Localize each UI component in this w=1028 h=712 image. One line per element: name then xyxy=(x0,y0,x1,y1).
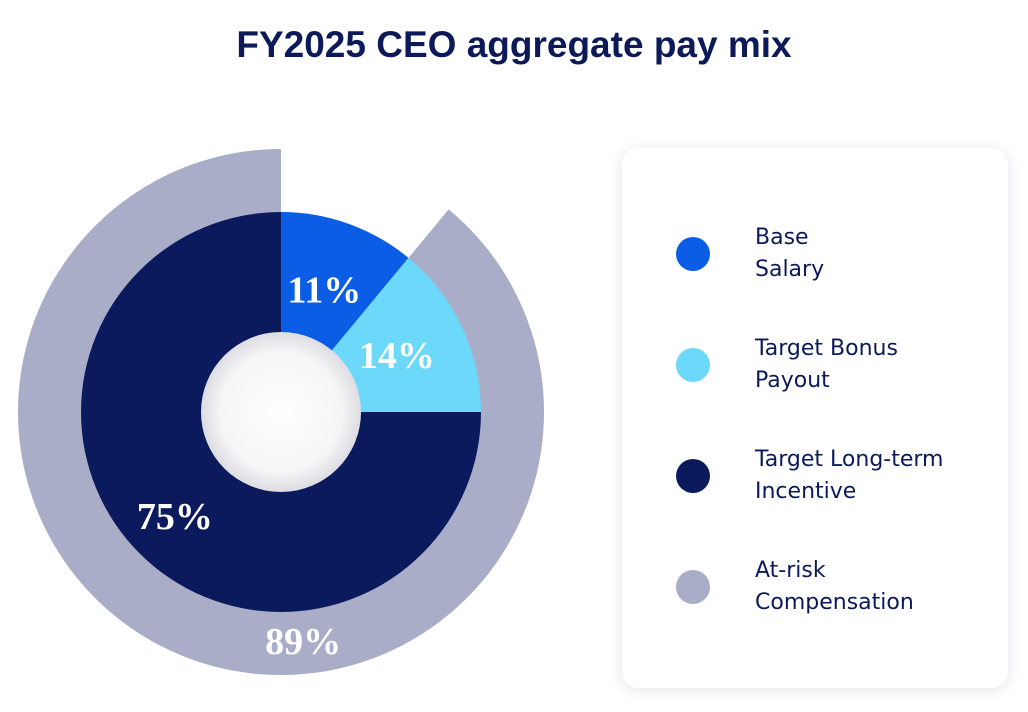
legend-swatch xyxy=(676,348,710,382)
value-label: 89% xyxy=(265,621,341,663)
legend-item: At-risk Compensation xyxy=(676,547,975,627)
value-label: 11% xyxy=(287,269,361,311)
donut-hole xyxy=(201,332,361,492)
value-label: 14% xyxy=(359,335,435,377)
legend-item: Target Long-term Incentive xyxy=(676,436,975,516)
legend-swatch xyxy=(676,570,710,604)
legend-label: At-risk Compensation xyxy=(755,558,914,615)
legend-swatch xyxy=(676,459,710,493)
chart: 11% 14% 75% 89% xyxy=(18,149,545,676)
legend-swatch xyxy=(676,237,710,271)
legend-label: Target Long-term Incentive xyxy=(755,447,944,504)
legend-label: Base Salary xyxy=(755,225,825,282)
chart-title: FY2025 CEO aggregate pay mix xyxy=(236,24,792,65)
value-label: 75% xyxy=(137,496,213,538)
legend-item: Base Salary xyxy=(676,214,835,294)
legend-label: Target Bonus Payout xyxy=(755,336,898,393)
legend-item: Target Bonus Payout xyxy=(676,325,975,405)
legend: Base Salary Target Bonus Payout Target Lon… xyxy=(622,148,1008,688)
